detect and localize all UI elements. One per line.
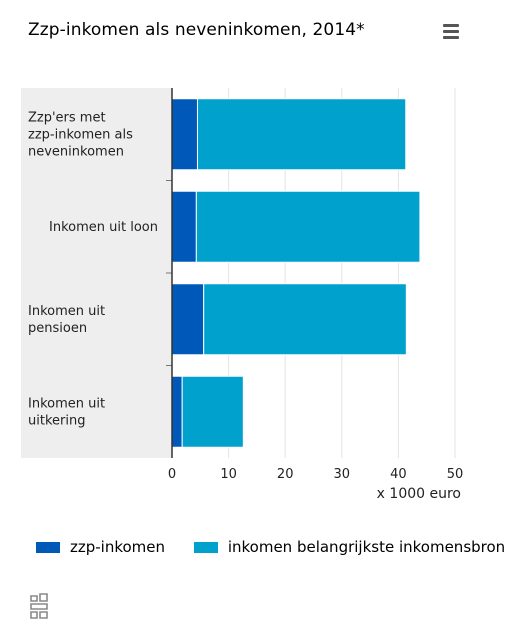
legend-swatch [36,541,60,553]
x-tick-label: 50 [447,467,464,482]
category-label-line: Inkomen uit loon [49,220,158,235]
menu-line-icon [443,36,459,39]
category-label-line: uitkering [28,413,85,428]
legend-item-inkomen-belangrijkste-inkomensbron[interactable]: inkomen belangrijkste inkomensbron [193,538,506,556]
category-label: Zzp'ers met zzp-inkomen als neveninkomen [28,110,133,159]
legend-swatch [193,541,218,553]
bar-inkomen-belangrijkste-inkomensbron [195,190,421,263]
bar-inkomen-belangrijkste-inkomensbron [203,283,407,356]
bar-chart: Zzp'ers met zzp-inkomen als neveninkomen In… [21,88,464,502]
x-tick-label: 40 [390,467,407,482]
category-label: Inkomen uit pensioen [28,304,105,336]
chart-title: Zzp-inkomen als neveninkomen, 2014* [28,20,365,40]
category-label-line: neveninkomen [28,144,124,159]
x-tick-label: 0 [168,467,176,482]
legend-label: zzp-inkomen [70,538,166,556]
x-tick-label: 10 [220,467,237,482]
bar-inkomen-belangrijkste-inkomensbron [181,375,244,448]
menu-line-icon [443,30,459,33]
category-label: Inkomen uit loon [49,220,158,235]
bar-inkomen-belangrijkste-inkomensbron [196,98,407,171]
category-label-line: Inkomen uit [28,304,105,319]
category-label-line: pensioen [28,321,87,336]
bar-zzp-inkomen [171,190,197,263]
legend-item-zzp-inkomen[interactable]: zzp-inkomen [36,538,165,556]
cbs-logo-icon [30,593,48,619]
x-tick-label: 30 [334,467,351,482]
category-label-line: Zzp'ers met [28,110,106,125]
category-label-line: zzp-inkomen als [28,127,133,142]
category-label: Inkomen uit uitkering [28,396,105,428]
legend-label: inkomen belangrijkste inkomensbron [227,538,506,556]
bar-zzp-inkomen [171,375,183,448]
x-tick-label: 20 [277,467,294,482]
legend: zzp-inkomen inkomen belangrijkste inkome… [36,538,506,560]
x-axis-title: x 1000 euro [377,486,461,502]
bar-zzp-inkomen [171,98,198,171]
menu-line-icon [443,24,459,27]
category-label-line: Inkomen uit [28,396,105,411]
bar-zzp-inkomen [171,283,205,356]
category-label-band [21,88,172,458]
chart-menu-button[interactable] [440,24,462,44]
